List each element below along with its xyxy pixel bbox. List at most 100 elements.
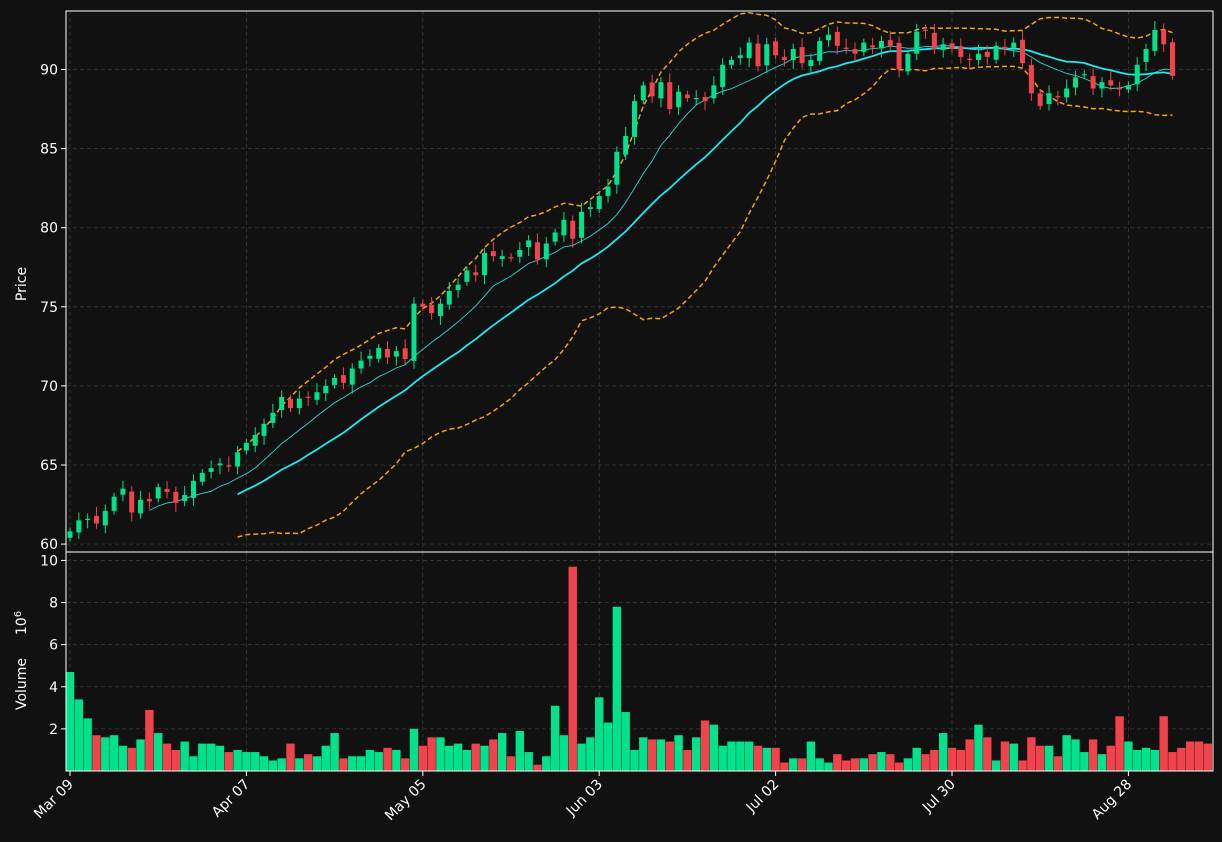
volume-bar xyxy=(268,760,278,771)
candle-body xyxy=(270,412,276,423)
volume-bar xyxy=(259,756,269,771)
volume-bar xyxy=(515,730,525,771)
candle-body xyxy=(534,242,540,260)
volume-bar xyxy=(833,754,842,771)
volume-bar xyxy=(224,752,233,771)
volume-bar xyxy=(1194,741,1204,771)
candle-body xyxy=(367,355,373,359)
candle-body xyxy=(834,31,840,46)
volume-bar xyxy=(947,747,957,771)
candle-body xyxy=(243,442,249,451)
volume-bar xyxy=(1018,760,1027,771)
candle-body xyxy=(349,368,355,385)
candle-body xyxy=(402,348,408,360)
candle-body xyxy=(217,463,223,466)
candle-body xyxy=(288,398,293,409)
volume-bar xyxy=(1141,747,1151,771)
candle-body xyxy=(182,495,188,502)
x-tick-label: Jul 30 xyxy=(919,777,959,817)
volume-bar xyxy=(312,756,322,771)
candle-body xyxy=(1020,39,1026,64)
candle-body xyxy=(799,47,805,64)
candle-body xyxy=(67,531,73,538)
volume-bar xyxy=(1115,716,1124,771)
volume-bar xyxy=(824,762,833,771)
volume-bar xyxy=(533,764,542,771)
volume-bar xyxy=(348,756,357,771)
candle-body xyxy=(631,101,637,137)
candle-body xyxy=(605,186,611,197)
price-tick-label: 70 xyxy=(40,379,58,395)
candle-body xyxy=(640,85,646,101)
volume-bar xyxy=(83,718,92,771)
x-tick-label: Jun 03 xyxy=(563,777,606,820)
candle-body xyxy=(261,423,267,436)
volume-bar xyxy=(965,739,974,771)
candle-body xyxy=(737,55,743,59)
volume-bar xyxy=(462,749,472,771)
price-axis-label: Price xyxy=(14,267,30,301)
candle-body xyxy=(111,496,117,511)
candle-body xyxy=(296,398,302,409)
candle-body xyxy=(826,34,832,41)
candle-body xyxy=(482,253,488,276)
volume-bar xyxy=(295,758,304,771)
candle-body xyxy=(790,48,796,61)
candle-body xyxy=(1090,76,1096,89)
candle-body xyxy=(473,272,479,276)
volume-bar xyxy=(127,747,136,771)
axes: 60 65 70 75 80 85 90 2 4 6 8 10 Mar 09 Apr 07 May 05 Ju… xyxy=(31,10,1214,824)
price-tick-label: 60 xyxy=(40,537,58,553)
candle-body xyxy=(1046,93,1052,105)
candle-body xyxy=(420,303,426,307)
volume-bar xyxy=(736,741,745,771)
volume-bar xyxy=(974,724,983,771)
volume-bar xyxy=(568,566,577,771)
candle-body xyxy=(93,515,99,524)
volume-bar xyxy=(921,754,930,771)
volume-bar xyxy=(101,737,110,771)
volume-bar xyxy=(559,735,569,771)
volume-bar xyxy=(1124,741,1133,771)
volume-bar xyxy=(356,756,366,771)
candle-body xyxy=(852,48,858,54)
volume-axis-exponent: 106 xyxy=(13,611,31,635)
volume-bar xyxy=(612,606,622,771)
candle-body xyxy=(1143,48,1149,62)
candlesticks xyxy=(67,20,1175,542)
volume-bar xyxy=(1062,735,1071,771)
volume-bar xyxy=(991,760,1001,771)
volume-bar xyxy=(145,709,154,771)
candle-body xyxy=(1108,80,1114,86)
candle-body xyxy=(1134,64,1140,85)
volume-tick-label: 8 xyxy=(49,596,58,612)
candle-body xyxy=(773,41,779,56)
volume-bar xyxy=(180,741,189,771)
candle-body xyxy=(561,219,567,236)
candle-body xyxy=(252,434,258,446)
volume-bar xyxy=(789,758,798,771)
volume-bar xyxy=(894,762,904,771)
volume-bar xyxy=(1168,752,1177,771)
volume-bar xyxy=(418,745,427,771)
bollinger-bands xyxy=(237,11,1173,538)
volume-bar xyxy=(1097,754,1107,771)
candle-body xyxy=(676,91,682,108)
price-tick-label: 80 xyxy=(40,221,58,237)
candle-body xyxy=(720,64,726,88)
volume-bar xyxy=(877,752,886,771)
candle-body xyxy=(649,82,655,97)
volume-bar xyxy=(797,758,807,771)
volume-bar xyxy=(621,712,630,771)
volume-axis-exponent-value: 6 xyxy=(13,611,24,617)
volume-bar xyxy=(595,697,604,771)
volume-bar xyxy=(603,722,613,771)
candle-body xyxy=(984,51,990,57)
candle-body xyxy=(173,491,179,503)
volume-bar xyxy=(471,743,480,771)
candle-body xyxy=(923,29,929,31)
volume-bar xyxy=(903,758,913,771)
candle-body xyxy=(1161,29,1167,45)
volume-bar xyxy=(92,735,101,771)
volume-bar xyxy=(956,749,966,771)
